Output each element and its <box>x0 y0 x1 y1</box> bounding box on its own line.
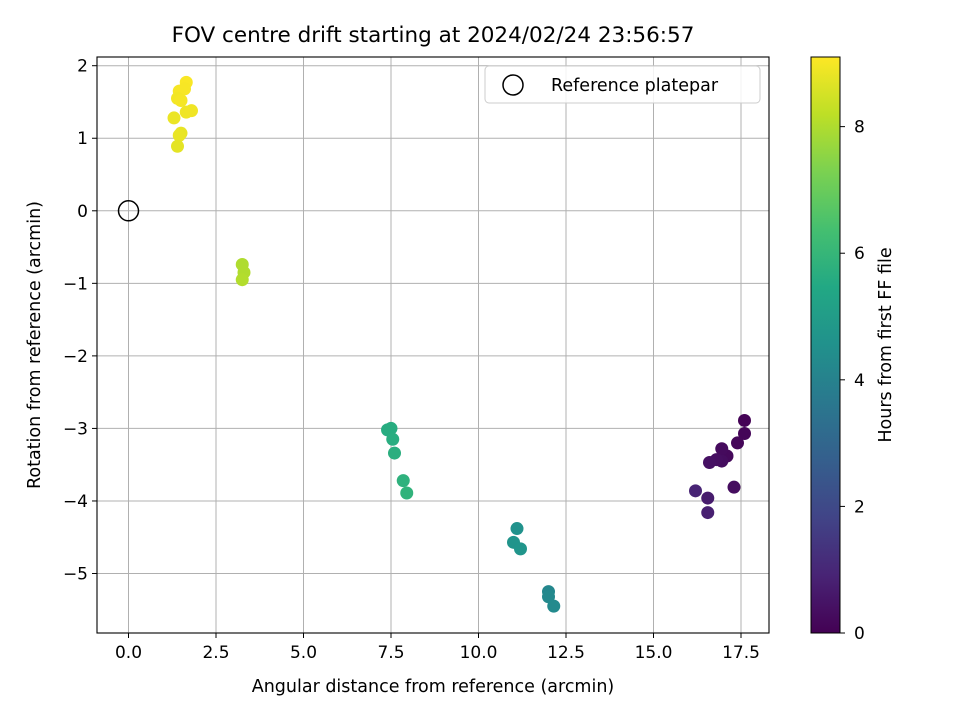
x-tick-label: 2.5 <box>202 643 229 663</box>
data-points <box>167 75 751 613</box>
y-tick-label: −4 <box>63 492 88 512</box>
x-tick-label: 10.0 <box>460 643 498 663</box>
data-point <box>514 542 527 556</box>
data-point <box>689 484 702 498</box>
data-point <box>547 599 561 613</box>
x-axis-label: Angular distance from reference (arcmin) <box>252 677 615 697</box>
y-tick-label: −3 <box>63 419 88 439</box>
data-point <box>703 456 716 470</box>
data-point <box>384 421 398 435</box>
y-tick-label: 2 <box>77 57 88 77</box>
data-point <box>167 111 181 125</box>
plot-frame <box>96 56 770 634</box>
data-point <box>388 446 401 460</box>
data-point <box>171 139 184 153</box>
y-tick-label: 1 <box>77 129 88 149</box>
colorbar-ticks: 0 2 4 6 8 <box>840 118 865 644</box>
x-tick-label: 17.5 <box>722 643 760 663</box>
data-point <box>172 128 186 142</box>
data-point <box>510 522 524 536</box>
x-axis-ticks: 0.0 2.5 5.0 7.5 10.0 12.5 15.0 17.5 <box>115 633 760 663</box>
grid-lines <box>97 57 769 633</box>
chart-title: FOV centre drift starting at 2024/02/24 … <box>172 23 695 48</box>
colorbar-tick-label: 6 <box>854 244 865 264</box>
legend: Reference platepar <box>484 65 761 104</box>
data-point <box>727 480 741 494</box>
y-tick-label: −1 <box>63 274 88 294</box>
data-point <box>400 486 414 500</box>
x-tick-label: 0.0 <box>115 643 142 663</box>
data-point <box>731 436 744 450</box>
data-point <box>178 82 191 96</box>
data-point <box>235 273 249 287</box>
data-point <box>738 427 751 441</box>
y-axis-label: Rotation from reference (arcmin) <box>25 201 45 489</box>
legend-box <box>484 65 761 104</box>
data-point <box>701 506 715 520</box>
legend-reference-marker <box>502 74 524 96</box>
colorbar-label: Hours from first FF file <box>876 247 896 442</box>
data-point <box>174 94 188 108</box>
y-tick-label: 0 <box>77 202 88 222</box>
legend-label-reference: Reference platepar <box>551 76 719 96</box>
colorbar-tick-label: 4 <box>854 371 865 391</box>
data-point <box>185 104 198 118</box>
colorbar-tick-label: 2 <box>854 497 865 517</box>
data-point <box>396 474 410 488</box>
x-tick-label: 5.0 <box>290 643 317 663</box>
y-tick-label: −2 <box>63 347 88 367</box>
reference-marker-layer <box>117 200 140 222</box>
data-point <box>386 432 400 446</box>
reference-platepar-marker <box>117 200 140 222</box>
data-point <box>715 442 729 456</box>
data-point <box>701 491 715 505</box>
colorbar <box>810 56 841 634</box>
x-tick-label: 15.0 <box>635 643 673 663</box>
colorbar-tick-label: 8 <box>854 118 865 138</box>
data-point <box>738 413 751 427</box>
colorbar-tick-label: 0 <box>854 624 865 644</box>
y-tick-label: −5 <box>63 565 88 585</box>
x-tick-label: 7.5 <box>377 643 404 663</box>
y-axis-ticks: −5 −4 −3 −2 −1 0 1 2 <box>63 57 97 585</box>
x-tick-label: 12.5 <box>547 643 585 663</box>
